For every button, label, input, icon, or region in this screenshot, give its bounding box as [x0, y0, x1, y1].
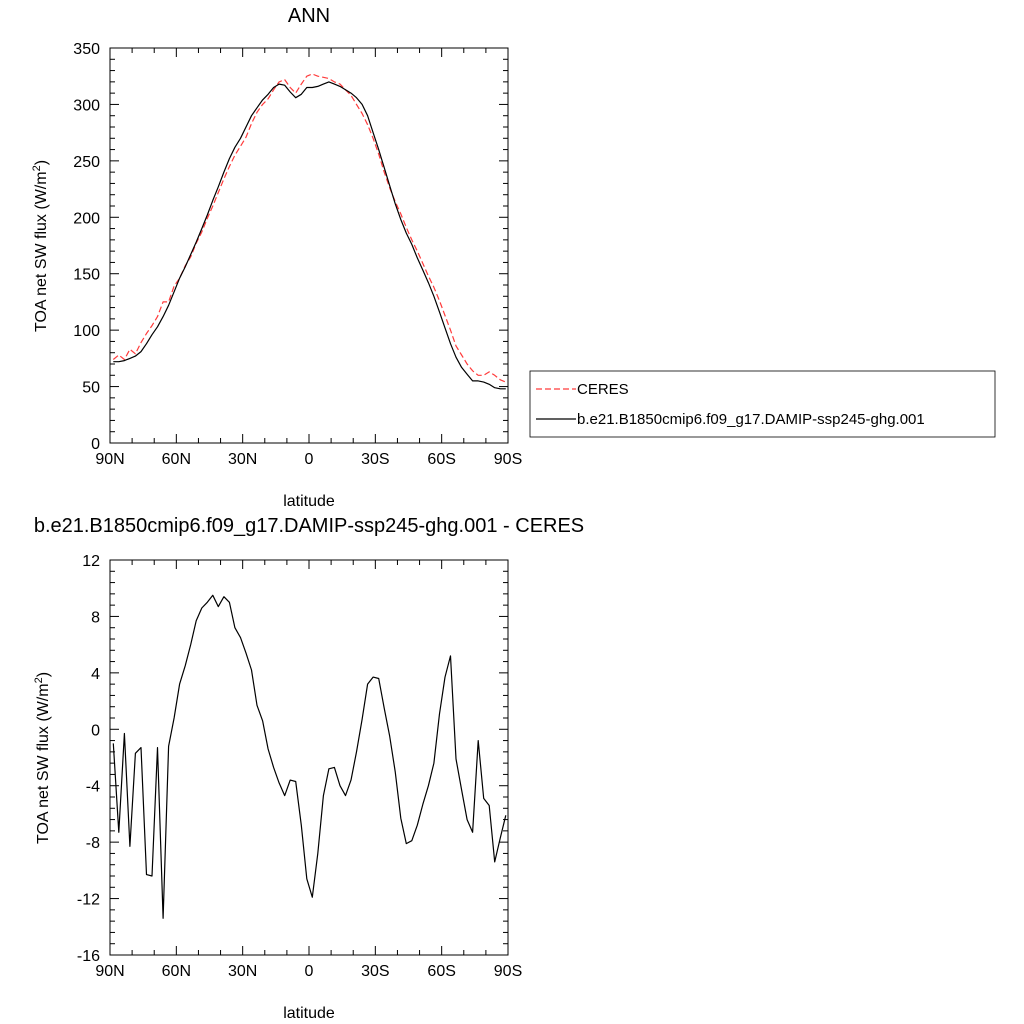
top-series-line-ceres [112, 73, 507, 383]
bottom-y-tick-label: -4 [86, 779, 100, 796]
top-y-tick-label: 50 [82, 380, 100, 397]
top-x-tick-label: 30S [361, 451, 389, 468]
top-y-tick-label: 0 [91, 436, 100, 453]
bottom-x-tick-label: 90S [494, 963, 522, 980]
legend: CERES b.e21.B1850cmip6.f09_g17.DAMIP-ssp… [529, 370, 996, 438]
bottom-x-tick-label: 60N [162, 963, 191, 980]
top-x-axis-label: latitude [283, 493, 335, 510]
bottom-panel-title: b.e21.B1850cmip6.f09_g17.DAMIP-ssp245-gh… [34, 515, 584, 537]
top-y-tick-label: 100 [73, 323, 100, 340]
bottom-y-tick-label: 12 [82, 553, 100, 570]
top-series-line-model [113, 81, 506, 390]
bottom-y-tick-label: -8 [86, 835, 100, 852]
bottom-x-tick-label: 0 [305, 963, 314, 980]
top-y-tick-label: 250 [73, 154, 100, 171]
top-x-tick-label: 90S [494, 451, 522, 468]
top-y-tick-label: 150 [73, 267, 100, 284]
bottom-x-axis-label: latitude [283, 1005, 335, 1022]
bottom-y-tick-label: 0 [91, 722, 100, 739]
bottom-y-tick-label: 8 [91, 609, 100, 626]
legend-box [529, 370, 996, 438]
top-x-tick-label: 30N [228, 451, 257, 468]
top-tick-marks [109, 47, 509, 444]
top-x-tick-label: 60N [162, 451, 191, 468]
top-x-tick-label: 60S [427, 451, 455, 468]
legend-label-model: b.e21.B1850cmip6.f09_g17.DAMIP-ssp245-gh… [577, 411, 925, 428]
bottom-plot-area: 90N 60N 30N 0 30S 60S 90S -16 -12 -8 -4 0 4 8 12 [77, 553, 522, 980]
bottom-panel: b.e21.B1850cmip6.f09_g17.DAMIP-ssp245-gh… [33, 515, 584, 1022]
bottom-series-line-model [112, 594, 507, 919]
top-y-tick-label: 300 [73, 97, 100, 114]
bottom-y-tick-label: -16 [77, 948, 100, 965]
bottom-y-tick-label: -12 [77, 892, 100, 909]
top-x-tick-label: 0 [305, 451, 314, 468]
top-plot-frame [109, 47, 509, 444]
bottom-x-tick-label: 60S [427, 963, 455, 980]
top-panel: ANN 90N 60N 30N 0 30S 60S 90S 0 50 100 150 200 250 30… [31, 5, 996, 510]
top-plot-area: 90N 60N 30N 0 30S 60S 90S 0 50 100 150 200 250 300 350 [73, 41, 522, 468]
top-y-tick-label: 350 [73, 41, 100, 58]
legend-label-ceres: CERES [577, 381, 629, 398]
bottom-x-tick-label: 30N [228, 963, 257, 980]
bottom-tick-marks [109, 559, 509, 956]
bottom-y-axis-label: TOA net SW flux (W/m2) [33, 672, 52, 844]
bottom-y-tick-label: 4 [91, 666, 100, 683]
bottom-plot-frame [109, 559, 509, 956]
bottom-x-tick-label: 30S [361, 963, 389, 980]
top-y-tick-label: 200 [73, 210, 100, 227]
top-y-axis-label: TOA net SW flux (W/m2) [31, 160, 50, 332]
top-panel-title: ANN [288, 5, 330, 27]
top-x-tick-label: 90N [95, 451, 124, 468]
bottom-x-tick-label: 90N [95, 963, 124, 980]
